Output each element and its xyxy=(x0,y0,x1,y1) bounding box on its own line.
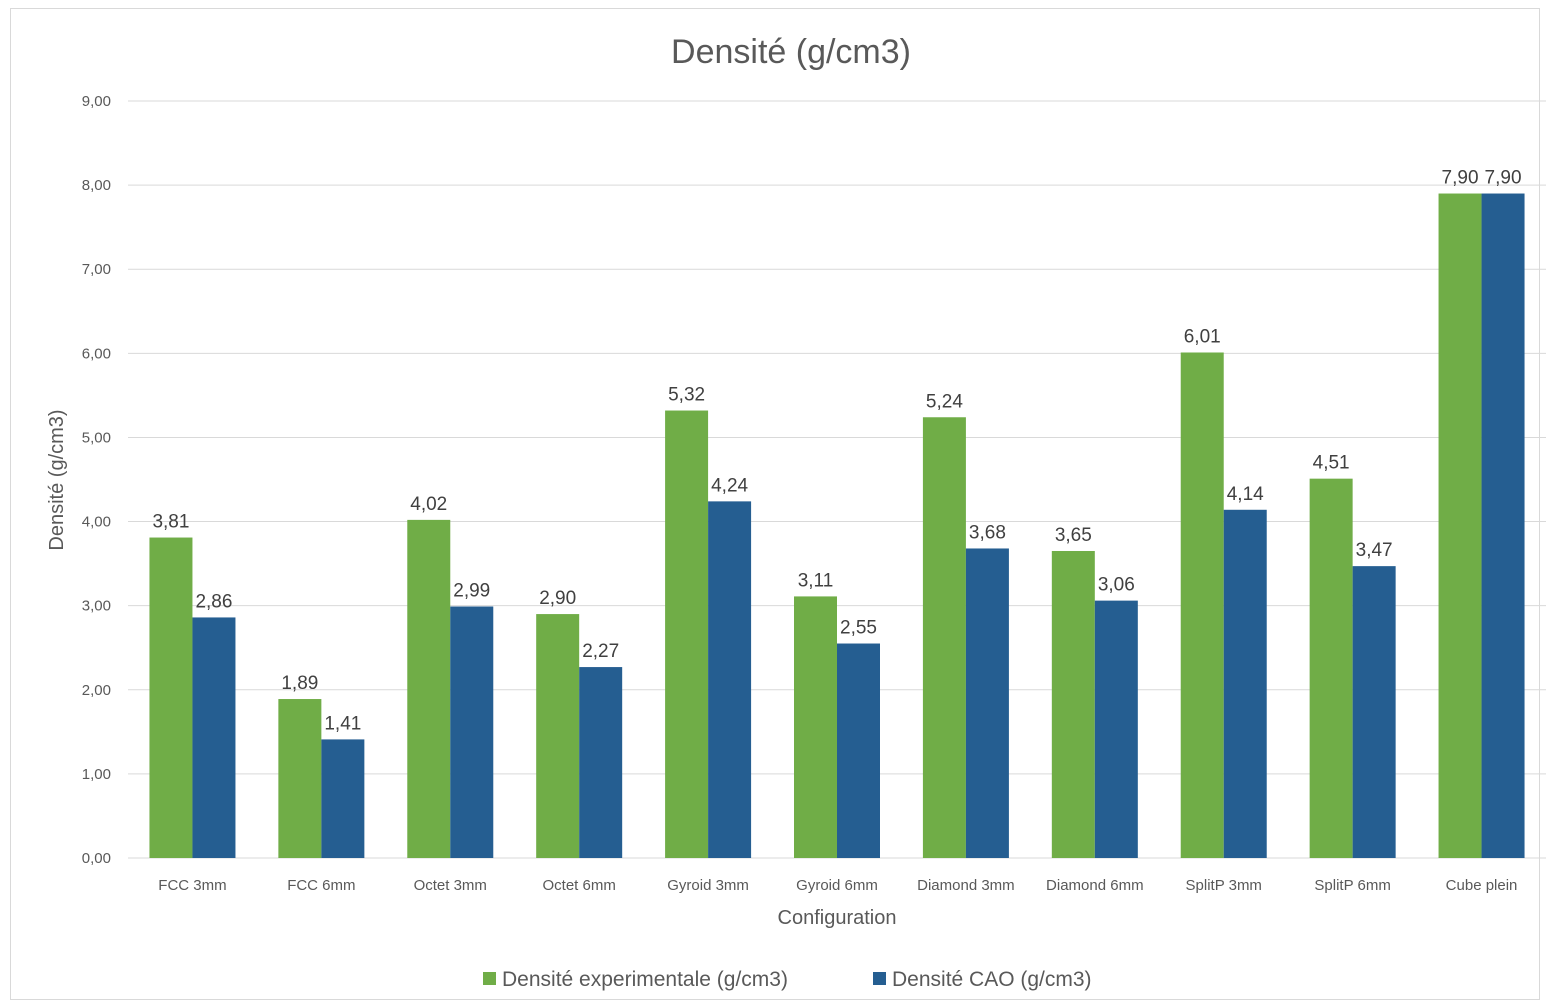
x-tick-label: SplitP 3mm xyxy=(1186,877,1262,894)
data-label: 5,32 xyxy=(668,385,705,406)
x-tick-label: Octet 6mm xyxy=(543,877,616,894)
bar-cao xyxy=(450,606,494,858)
data-label: 4,24 xyxy=(711,475,748,496)
x-tick-label: FCC 3mm xyxy=(158,877,226,894)
bar-experimentale xyxy=(1309,478,1353,858)
bar-cao xyxy=(708,501,752,858)
data-label: 2,86 xyxy=(195,591,232,612)
x-tick-label: FCC 6mm xyxy=(287,877,355,894)
bar-experimentale xyxy=(278,699,322,858)
legend-label: Densité CAO (g/cm3) xyxy=(892,968,1092,991)
bar-experimentale xyxy=(1180,352,1224,858)
x-axis-ticks: FCC 3mm FCC 6mm Octet 3mm Octet 6mm Gyroid 3… xyxy=(158,877,1517,894)
y-axis-title: Densité (g/cm3) xyxy=(46,409,68,550)
chart-frame xyxy=(10,8,1540,1000)
data-label: 3,81 xyxy=(152,512,189,533)
data-label: 3,68 xyxy=(969,522,1006,543)
bar-cao xyxy=(321,739,365,858)
bar-cao xyxy=(965,548,1009,858)
x-tick-label: SplitP 6mm xyxy=(1314,877,1390,894)
y-tick-label: 0,00 xyxy=(82,850,111,867)
data-label: 3,11 xyxy=(798,570,834,591)
bar-experimentale xyxy=(665,410,709,858)
x-tick-label: Gyroid 6mm xyxy=(796,877,878,894)
y-tick-label: 2,00 xyxy=(82,682,111,699)
data-label: 5,24 xyxy=(926,391,963,412)
y-tick-label: 1,00 xyxy=(82,766,111,783)
data-label: 7,90 xyxy=(1442,168,1479,189)
x-tick-label: Cube plein xyxy=(1446,877,1518,894)
data-labels: 3,81 2,86 1,89 1,41 4,02 2,99 2,90 2,27 5,32 4,24… xyxy=(152,168,1521,735)
data-label: 4,14 xyxy=(1227,484,1264,505)
x-tick-label: Gyroid 3mm xyxy=(667,877,749,894)
data-label: 3,47 xyxy=(1356,540,1393,561)
bar-experimentale xyxy=(149,537,193,858)
data-label: 3,06 xyxy=(1098,575,1135,596)
bar-cao xyxy=(579,667,623,858)
bar-experimentale xyxy=(1438,193,1482,858)
data-label: 4,02 xyxy=(410,494,447,515)
y-tick-label: 7,00 xyxy=(82,261,111,278)
bar-cao xyxy=(192,617,236,858)
bars xyxy=(149,193,1525,858)
y-tick-label: 9,00 xyxy=(82,93,111,110)
data-label: 3,65 xyxy=(1055,525,1092,546)
legend-swatch xyxy=(483,972,496,985)
x-tick-label: Diamond 6mm xyxy=(1046,877,1144,894)
data-label: 1,89 xyxy=(281,673,318,694)
y-tick-label: 8,00 xyxy=(82,177,111,194)
bar-experimentale xyxy=(407,519,451,858)
data-label: 6,01 xyxy=(1184,326,1221,347)
legend: Densité experimentale (g/cm3) Densité CAO… xyxy=(483,968,1092,991)
x-tick-label: Diamond 3mm xyxy=(917,877,1015,894)
y-tick-label: 4,00 xyxy=(82,514,111,531)
bar-experimentale xyxy=(1051,550,1095,858)
bar-cao xyxy=(1094,600,1138,858)
data-label: 7,90 xyxy=(1485,168,1522,189)
chart-title: Densité (g/cm3) xyxy=(671,33,911,71)
data-label: 2,27 xyxy=(582,641,619,662)
bar-cao xyxy=(1223,509,1267,858)
data-label: 2,99 xyxy=(453,581,490,602)
y-tick-label: 6,00 xyxy=(82,345,111,362)
bar-cao xyxy=(1481,193,1525,858)
legend-swatch xyxy=(873,972,886,985)
bar-experimentale xyxy=(922,417,966,858)
legend-label: Densité experimentale (g/cm3) xyxy=(502,968,788,991)
x-axis-title: Configuration xyxy=(778,907,897,929)
y-axis-ticks: 0,00 1,00 2,00 3,00 4,00 5,00 6,00 7,00 8,00 9,00 xyxy=(82,93,111,867)
bar-cao xyxy=(1352,566,1396,858)
x-tick-label: Octet 3mm xyxy=(414,877,487,894)
y-tick-label: 5,00 xyxy=(82,429,111,446)
bar-experimentale xyxy=(536,614,580,858)
data-label: 2,90 xyxy=(539,588,576,609)
data-label: 4,51 xyxy=(1313,453,1350,474)
bar-cao xyxy=(837,643,880,858)
data-label: 2,55 xyxy=(840,618,877,639)
bar-experimentale xyxy=(794,596,837,858)
data-label: 1,41 xyxy=(324,713,361,734)
y-tick-label: 3,00 xyxy=(82,598,111,615)
